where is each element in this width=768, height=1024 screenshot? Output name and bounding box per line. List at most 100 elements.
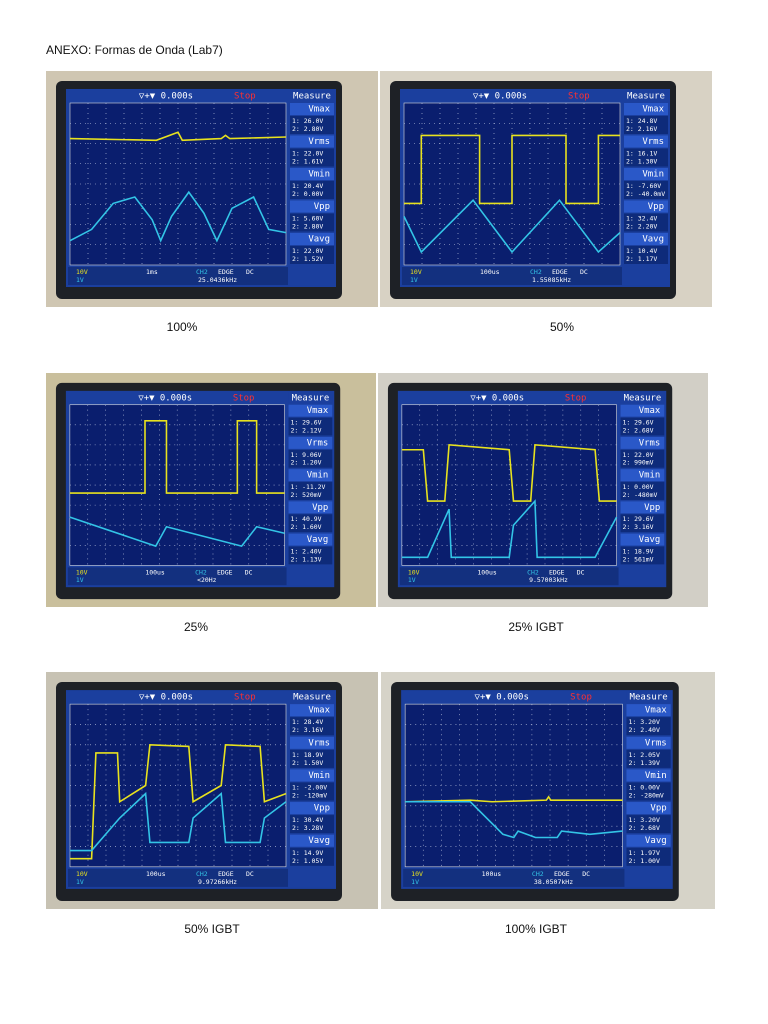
measure-value-bg: [288, 417, 333, 436]
measure-name: Vrms: [642, 137, 664, 147]
measure-value-bg: [290, 246, 334, 264]
trigger-mode: EDGE: [217, 568, 233, 576]
menu-header-bg: [290, 691, 334, 703]
measure-value-bg: [290, 782, 334, 801]
trigger-position: ▽+▼ 0.000s: [138, 393, 192, 403]
ch2-scale: 1V: [76, 276, 84, 284]
trigger-position: ▽+▼ 0.000s: [470, 393, 524, 403]
measure-name: Vpp: [644, 503, 660, 513]
measure-name-bg: [620, 501, 665, 514]
measure-ch1: 1: 1.97V: [628, 849, 659, 857]
menu-header: Measure: [293, 693, 331, 703]
timebase: 100us: [477, 568, 497, 576]
measure-name-bg: [620, 404, 665, 417]
measure-ch1: 1: 22.0V: [292, 150, 323, 158]
measure-ch2: 2: -40.0mV: [626, 190, 665, 198]
measure-ch1: 1: 0.00V: [623, 483, 654, 491]
run-status: Stop: [568, 92, 590, 102]
trigger-mode: EDGE: [218, 268, 234, 276]
measure-value-bg: [626, 782, 671, 801]
measure-name-bg: [624, 233, 668, 245]
measure-name-bg: [288, 404, 333, 417]
measure-name-bg: [624, 200, 668, 213]
trigger-mode: EDGE: [552, 268, 568, 276]
measure-name-bg: [290, 769, 334, 782]
grid-area: [69, 404, 285, 566]
trigger-mode: EDGE: [554, 870, 570, 878]
measure-name-bg: [626, 834, 671, 847]
measure-value-bg: [290, 181, 334, 199]
measure-value-bg: [626, 749, 671, 768]
measure-ch1: 1: 5.60V: [292, 215, 323, 223]
measure-ch1: 1: 29.6V: [623, 515, 654, 523]
measure-name-bg: [290, 834, 334, 847]
measure-name-bg: [290, 233, 334, 245]
measure-ch1: 1: 2.05V: [628, 751, 659, 759]
ch1-scale: 10V: [411, 870, 423, 878]
measure-name-bg: [290, 103, 334, 115]
ch2-scale: 1V: [76, 576, 84, 584]
measure-ch1: 1: 32.4V: [626, 215, 657, 223]
trigger-source: CH2: [530, 268, 542, 276]
run-status: Stop: [570, 693, 592, 703]
measure-name-bg: [620, 436, 665, 449]
timebase: 100us: [145, 568, 165, 576]
measure-name: Vavg: [307, 535, 329, 545]
measure-ch2: 2: 3.28V: [292, 824, 323, 832]
measure-name-bg: [624, 168, 668, 180]
menu-header: Measure: [624, 393, 662, 403]
measure-name: Vmin: [308, 771, 330, 781]
menu-header: Measure: [292, 393, 330, 403]
frequency: 25.0436kHz: [198, 276, 237, 284]
coupling: DC: [245, 568, 253, 576]
measure-name-bg: [290, 802, 334, 815]
measure-name: Vavg: [308, 836, 330, 846]
ch2-waveform: [401, 499, 618, 559]
measure-ch1: 1: 26.0V: [292, 117, 323, 125]
measure-name: Vrms: [307, 438, 329, 448]
measure-name: Vmax: [308, 706, 330, 716]
measure-name: Vmin: [639, 471, 661, 481]
measure-ch1: 1: 30.4V: [292, 816, 323, 824]
measure-ch2: 2: 2.80V: [292, 223, 323, 231]
menu-header: Measure: [627, 92, 665, 102]
trigger-position: ▽+▼ 0.000s: [473, 92, 527, 102]
measure-value-bg: [288, 514, 333, 533]
measure-value-bg: [624, 148, 668, 167]
measure-ch1: 1: 10.4V: [626, 247, 657, 255]
ch1-waveform: [70, 743, 287, 860]
measure-name: Vmin: [645, 771, 667, 781]
trigger-position: ▽+▼ 0.000s: [139, 693, 193, 703]
measure-ch2: 2: 1.13V: [291, 555, 322, 563]
measure-ch2: 2: 1.52V: [292, 255, 323, 263]
measure-name-bg: [290, 704, 334, 717]
measure-ch2: 2: 3.16V: [292, 726, 323, 734]
measure-ch1: 1: 0.00V: [628, 783, 659, 791]
measure-name-bg: [288, 501, 333, 514]
measure-ch2: 2: 1.60V: [291, 523, 322, 531]
measure-ch2: 2: -120mV: [292, 792, 327, 800]
measure-value-bg: [288, 482, 333, 500]
ch1-waveform: [69, 419, 285, 494]
measure-name: Vmax: [307, 406, 329, 416]
measure-name-bg: [290, 200, 334, 213]
measure-name-bg: [288, 436, 333, 449]
measure-ch2: 2: 2.80V: [292, 125, 323, 133]
menu-header-bg: [620, 391, 665, 403]
measure-ch2: 2: 2.68V: [623, 427, 654, 435]
ch2-scale: 1V: [410, 276, 418, 284]
measure-ch1: 1: 20.4V: [292, 182, 323, 190]
trigger-position: ▽+▼ 0.000s: [475, 693, 529, 703]
coupling: DC: [582, 870, 590, 878]
measure-ch2: 2: 1.61V: [292, 158, 323, 166]
measure-ch1: 1: 28.4V: [292, 718, 323, 726]
status-bar: [68, 267, 288, 285]
caption: 100% IGBT: [504, 922, 568, 936]
run-status: Stop: [234, 693, 256, 703]
measure-ch1: 1: 18.9V: [623, 547, 654, 555]
caption: 50% IGBT: [184, 922, 240, 936]
measure-ch1: 1: 14.9V: [292, 849, 323, 857]
measure-name-bg: [624, 135, 668, 148]
measure-ch2: 2: 1.30V: [626, 158, 657, 166]
measure-ch2: 2: 2.12V: [291, 427, 322, 435]
